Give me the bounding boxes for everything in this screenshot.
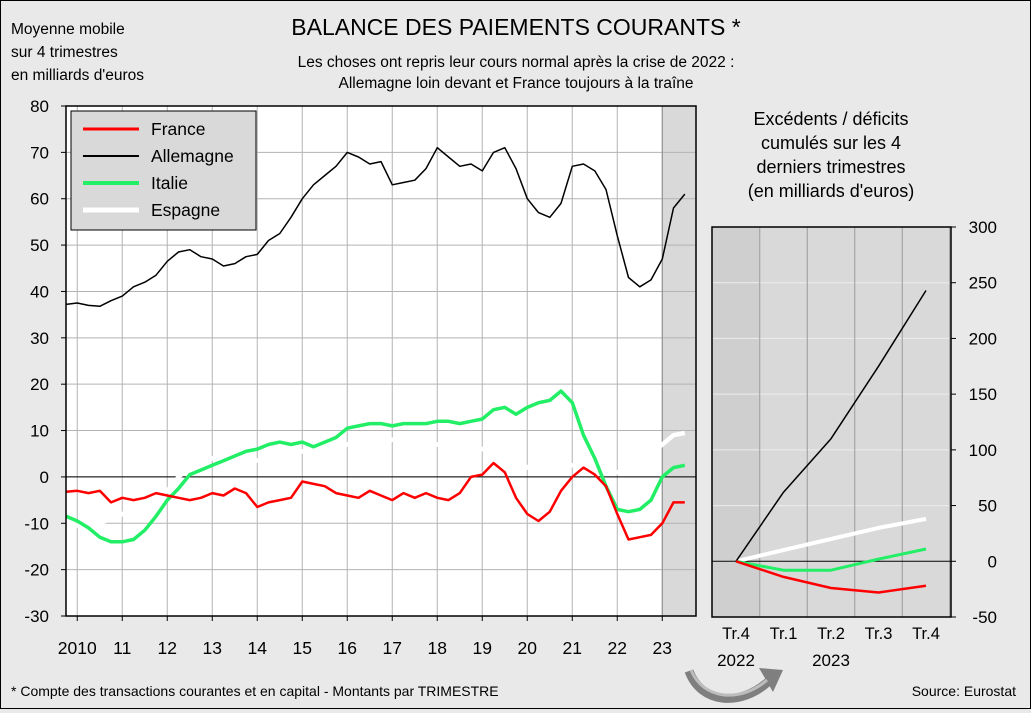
ylabel-line-2: sur 4 trimestres <box>11 44 118 61</box>
inset-x-tick-label: Tr.1 <box>770 625 798 643</box>
ylabel-line-1: Moyenne mobile <box>11 21 125 38</box>
legend-label-italie: Italie <box>151 173 188 193</box>
inset-y-tick-label: 0 <box>988 552 997 571</box>
y-tick-label: 40 <box>30 282 49 301</box>
x-tick-label: 22 <box>608 638 627 658</box>
y-tick-label: 70 <box>30 143 49 162</box>
legend-label-espagne: Espagne <box>151 200 220 220</box>
chart-title: BALANCE DES PAIEMENTS COURANTS * <box>291 14 740 40</box>
x-tick-label: 17 <box>383 638 402 658</box>
inset-x-tick-label: Tr.4 <box>912 625 940 643</box>
inset-series-line-espagne <box>735 516 927 564</box>
plot-frame <box>65 105 697 617</box>
inset-y-tick-label: -50 <box>972 608 997 627</box>
y-tick-label: -10 <box>24 514 49 533</box>
y-tick-label: -30 <box>24 607 49 626</box>
inset-y-tick-label: 150 <box>969 385 997 404</box>
source: Source: Eurostat <box>912 683 1016 699</box>
y-tick-label: 80 <box>30 97 49 116</box>
series-line-espagne <box>65 430 686 528</box>
curved-arrow-highlight <box>689 669 768 697</box>
inset-year-label-2022: 2022 <box>717 651 755 670</box>
x-tick-label: 23 <box>653 638 672 658</box>
legend-label-allemagne: Allemagne <box>151 146 234 166</box>
x-tick-label: 11 <box>113 638 131 658</box>
inset-plot: -50 0 50 100 150 200 250 300 Tr.4 Tr.1 Tr.2 Tr.3 Tr.… <box>711 218 997 670</box>
inset-title-line-3: derniers trimestres <box>756 157 905 177</box>
inset-plot-frame <box>711 226 952 618</box>
x-tick-label: 15 <box>293 638 312 658</box>
legend: France Allemagne Italie Espagne <box>70 110 257 231</box>
x-tick-label: 20 <box>518 638 538 658</box>
inset-y-tick-label: 250 <box>969 274 997 293</box>
x-tick-label: 12 <box>158 638 177 658</box>
series-line-allemagne <box>65 146 686 308</box>
curved-arrow-head <box>759 668 783 692</box>
y-tick-label: 30 <box>30 329 49 348</box>
y-tick-label: 60 <box>30 190 49 209</box>
inset-y-tick-label: 300 <box>969 218 997 237</box>
x-tick-label: 18 <box>428 638 447 658</box>
main-plot: -30 -20 -10 0 10 20 30 40 50 60 70 80 2010 11 12 13 14 15… <box>24 97 697 658</box>
y-tick-label: 10 <box>30 422 49 441</box>
x-tick-label: 14 <box>248 638 268 658</box>
y-tick-label: -20 <box>24 561 49 580</box>
y-tick-label: 0 <box>40 468 49 487</box>
x-tick-label: 13 <box>203 638 222 658</box>
x-tick-label: 2010 <box>58 638 97 658</box>
inset-x-tick-label: Tr.4 <box>722 625 750 643</box>
inset-shaded-q4 <box>712 227 759 617</box>
inset-series-line-allemagne <box>735 290 927 562</box>
inset-x-tick-label: Tr.2 <box>817 625 845 643</box>
x-tick-label: 19 <box>473 638 492 658</box>
inset-x-tick-label: Tr.3 <box>865 625 893 643</box>
x-tick-label: 16 <box>338 638 357 658</box>
series-line-italie <box>65 389 686 544</box>
legend-label-france: France <box>151 119 205 139</box>
footnote: * Compte des transactions courantes et e… <box>11 683 499 699</box>
inset-y-tick-label: 100 <box>969 441 997 460</box>
x-tick-label: 21 <box>563 638 582 658</box>
curved-arrow <box>684 669 773 703</box>
shaded-period <box>662 106 696 616</box>
y-tick-label: 20 <box>30 375 49 394</box>
chart-subtitle-line1: Les choses ont repris leur cours normal … <box>298 54 735 71</box>
inset-series-line-france <box>735 560 927 594</box>
inset-series-line-italie <box>735 547 927 572</box>
inset-y-tick-label: 50 <box>978 497 997 516</box>
chart-subtitle-line2: Allemagne loin devant et France toujours… <box>339 75 694 92</box>
inset-title-line-2: cumulés sur les 4 <box>761 133 901 153</box>
inset-year-label-2023: 2023 <box>812 651 850 670</box>
inset-title-line-1: Excédents / déficits <box>753 109 908 129</box>
inset-title-line-4: (en milliards d'euros) <box>748 181 915 201</box>
ylabel-line-3: en milliards d'euros <box>11 67 144 84</box>
series-line-france <box>65 461 685 541</box>
inset-y-tick-label: 200 <box>969 329 997 348</box>
y-tick-label: 50 <box>30 236 49 255</box>
